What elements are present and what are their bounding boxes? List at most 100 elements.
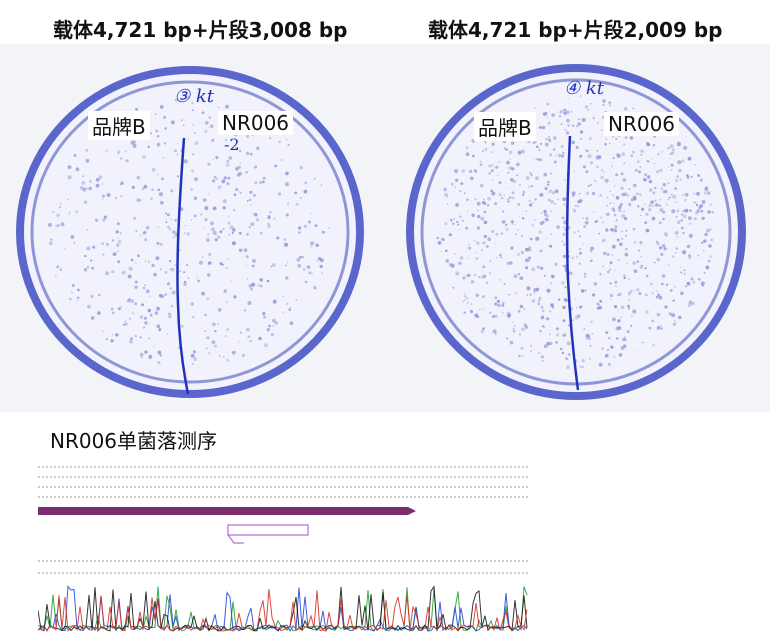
colony-dot xyxy=(615,173,619,177)
colony-dot xyxy=(70,235,75,239)
colony-dot xyxy=(623,276,626,279)
colony-dot xyxy=(562,197,567,201)
colony-dot xyxy=(455,178,459,182)
colony-dot xyxy=(239,331,242,334)
colony-dot xyxy=(676,220,681,224)
colony-dot xyxy=(681,194,684,197)
colony-dot xyxy=(304,280,308,284)
colony-dot xyxy=(575,125,579,128)
colony-dot xyxy=(191,170,194,173)
colony-dot xyxy=(623,162,626,165)
colony-dot xyxy=(463,192,466,195)
colony-dot xyxy=(214,238,218,242)
colony-dot xyxy=(474,274,476,276)
colony-dot xyxy=(648,203,652,208)
colony-dot xyxy=(117,250,119,253)
colony-dot xyxy=(508,313,511,316)
colony-dot xyxy=(617,294,620,297)
colony-dot xyxy=(546,317,550,321)
colony-dot xyxy=(60,203,62,205)
sequencing-chromatogram-panel xyxy=(38,463,528,633)
colony-dot xyxy=(602,99,606,103)
colony-dot xyxy=(604,142,607,146)
colony-dot xyxy=(477,214,481,219)
colony-dot xyxy=(615,196,620,200)
colony-dot xyxy=(623,143,625,146)
colony-dot xyxy=(462,276,466,280)
colony-dot xyxy=(218,355,221,357)
colony-dot xyxy=(159,105,164,109)
colony-dot xyxy=(159,354,162,357)
colony-dot xyxy=(95,183,100,188)
colony-dot xyxy=(124,322,128,326)
colony-dot xyxy=(480,329,485,334)
colony-dot xyxy=(71,284,75,287)
colony-dot xyxy=(547,183,550,186)
colony-dot xyxy=(550,282,553,285)
colony-dot xyxy=(212,179,216,183)
colony-dot xyxy=(617,155,619,157)
colony-dot xyxy=(704,186,708,190)
colony-dot xyxy=(547,198,551,202)
colony-dot xyxy=(485,281,489,284)
colony-dot xyxy=(464,292,466,295)
colony-dot xyxy=(206,297,210,300)
colony-dot xyxy=(616,154,621,158)
colony-dot xyxy=(580,252,583,254)
colony-dot xyxy=(211,340,216,345)
colony-dot xyxy=(584,220,589,225)
colony-dot xyxy=(459,229,461,231)
colony-dot xyxy=(157,350,162,355)
colony-dot xyxy=(612,135,615,138)
colony-dot xyxy=(278,192,282,196)
colony-dot xyxy=(580,95,582,97)
colony-dot xyxy=(498,161,501,163)
colony-dot xyxy=(505,223,508,227)
colony-dot xyxy=(226,163,230,167)
colony-dot xyxy=(648,188,653,192)
handwritten-dash: -2 xyxy=(224,135,240,154)
colony-dot xyxy=(551,113,555,117)
colony-dot xyxy=(686,281,691,286)
colony-dot xyxy=(617,319,621,323)
colony-dot xyxy=(584,289,587,292)
colony-dot xyxy=(303,268,306,271)
colony-dot xyxy=(669,289,673,292)
colony-dot xyxy=(656,312,661,317)
colony-dot xyxy=(656,258,660,262)
colony-dot xyxy=(670,193,673,196)
colony-dot xyxy=(508,150,513,155)
colony-dot xyxy=(477,209,479,211)
colony-dot xyxy=(632,150,635,154)
colony-dot xyxy=(665,234,668,237)
colony-dot xyxy=(534,158,536,160)
colony-dot xyxy=(245,171,248,174)
colony-dot xyxy=(466,301,469,304)
colony-dot xyxy=(620,172,624,176)
colony-dot xyxy=(530,237,533,241)
colony-dot xyxy=(285,138,288,141)
colony-dot xyxy=(455,271,460,276)
colony-dot xyxy=(651,216,656,221)
colony-dot xyxy=(510,220,514,224)
colony-dot xyxy=(492,179,494,181)
colony-dot xyxy=(609,202,612,205)
colony-dot xyxy=(562,232,566,237)
colony-dot xyxy=(619,210,622,213)
colony-dot xyxy=(604,178,609,183)
colony-dot xyxy=(494,332,497,336)
colony-dot xyxy=(567,98,570,100)
colony-dot xyxy=(161,177,164,181)
colony-dot xyxy=(537,300,541,303)
colony-dot xyxy=(174,219,177,222)
colony-dot xyxy=(598,232,600,235)
colony-dot xyxy=(478,276,481,279)
colony-dot xyxy=(143,326,145,329)
left-plate-label-brand-b: 品牌B xyxy=(88,111,150,140)
colony-dot xyxy=(524,325,529,329)
colony-dot xyxy=(52,211,55,214)
colony-dot xyxy=(620,186,624,190)
colony-dot xyxy=(587,108,590,111)
colony-dot xyxy=(682,209,685,213)
colony-dot xyxy=(98,293,101,297)
